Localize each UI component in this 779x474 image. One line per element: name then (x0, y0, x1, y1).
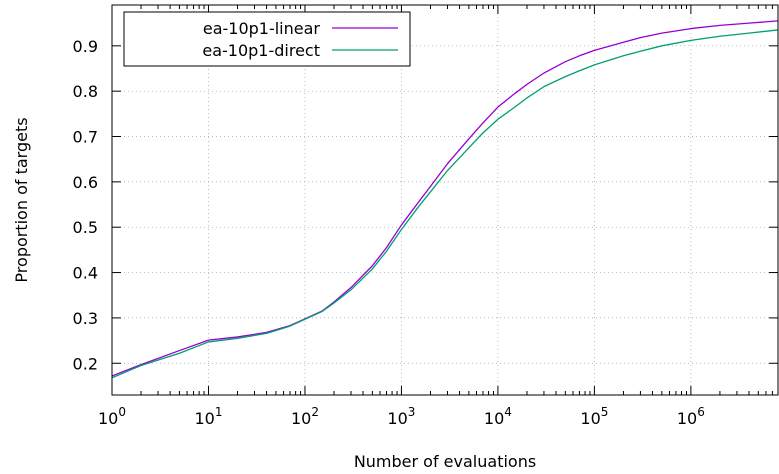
tick-labels: 100 101 102 103 104 105 106 0.2 0.3 0.4 0.5 0.6 0.7 0… (73, 37, 705, 428)
x-tick-label: 100 (98, 405, 126, 428)
plot-frame (111, 4, 779, 396)
y-tick-label: 0.4 (73, 264, 98, 283)
y-tick-label: 0.2 (73, 354, 98, 373)
legend-box (123, 11, 411, 67)
x-tick-label: 105 (580, 405, 608, 428)
series-layer (111, 20, 779, 379)
x-tick-label: 106 (677, 405, 705, 428)
ticks (111, 5, 779, 395)
series-line-2 (111, 29, 779, 379)
x-tick-label: 103 (387, 405, 415, 428)
y-tick-label: 0.6 (73, 173, 98, 192)
y-tick-label: 0.8 (73, 82, 98, 101)
y-tick-label: 0.3 (73, 309, 98, 328)
y-tick-label: 0.9 (73, 37, 98, 56)
legend-label-2: ea-10p1-direct (202, 41, 320, 60)
legend-label-1: ea-10p1-linear (203, 19, 321, 38)
y-tick-label: 0.5 (73, 218, 98, 237)
series-line-1 (111, 20, 779, 377)
grid (111, 5, 778, 395)
y-tick-label: 0.7 (73, 128, 98, 147)
x-axis-title: Number of evaluations (354, 452, 536, 471)
legend: ea-10p1-linear ea-10p1-direct (123, 11, 411, 67)
x-tick-label: 101 (194, 405, 222, 428)
x-tick-label: 102 (291, 405, 319, 428)
y-axis-title: Proportion of targets (12, 117, 31, 282)
x-tick-label: 104 (484, 405, 512, 428)
